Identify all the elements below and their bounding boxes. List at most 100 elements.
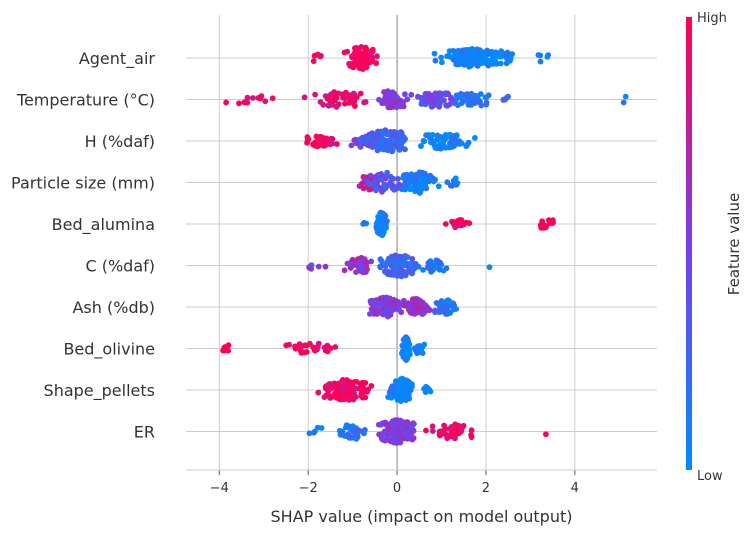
shap-point <box>351 379 358 385</box>
shap-point <box>417 304 424 311</box>
shap-point <box>395 254 401 261</box>
shap-point <box>432 309 438 316</box>
shap-point <box>362 380 369 386</box>
feature-label: H (%daf) <box>85 132 155 151</box>
shap-point <box>385 91 392 98</box>
shap-point <box>402 91 408 98</box>
shap-point <box>446 300 453 306</box>
shap-point <box>383 144 390 151</box>
shap-point <box>367 59 373 66</box>
shap-point <box>388 308 395 315</box>
shap-point <box>400 103 407 110</box>
shap-point <box>351 434 358 440</box>
shap-point <box>327 102 333 109</box>
shap-point <box>372 302 379 309</box>
x-axis-label: SHAP value (impact on model output) <box>271 507 573 526</box>
shap-point <box>475 50 481 57</box>
shap-point <box>338 384 345 390</box>
shap-point <box>484 47 490 54</box>
shap-point <box>396 306 402 313</box>
shap-point <box>392 266 399 273</box>
shap-point <box>361 430 367 437</box>
shap-point <box>507 55 514 62</box>
feature-label: Shape_pellets <box>44 381 155 401</box>
shap-point <box>390 258 397 265</box>
shap-point <box>429 428 436 434</box>
shap-point <box>397 439 404 446</box>
shap-point <box>435 300 442 307</box>
shap-point <box>486 264 493 271</box>
shap-point <box>463 219 470 226</box>
shap-point <box>376 133 383 140</box>
shap-point <box>429 423 436 430</box>
shap-point <box>382 269 389 275</box>
shap-point <box>368 138 374 145</box>
shap-point <box>318 52 324 59</box>
shap-point <box>468 427 475 434</box>
shap-point <box>442 221 449 227</box>
shap-point <box>328 91 334 98</box>
shap-point <box>447 131 453 138</box>
shap-point <box>244 94 251 101</box>
shap-point <box>379 139 385 146</box>
colorbar-high-label: High <box>697 11 727 26</box>
colorbar: High Low Feature value <box>686 11 743 484</box>
shap-point <box>500 96 507 103</box>
shap-point <box>448 424 455 430</box>
shap-point <box>423 427 429 434</box>
shap-point <box>346 100 352 106</box>
shap-point <box>444 435 451 442</box>
feature-label: Agent_air <box>79 49 156 69</box>
shap-point <box>351 391 357 398</box>
x-tick-label: 0 <box>393 481 401 496</box>
shap-point <box>341 396 348 403</box>
shap-point <box>361 219 367 226</box>
shap-point <box>540 222 546 229</box>
shap-point <box>497 60 504 67</box>
shap-point <box>379 230 386 237</box>
shap-point <box>435 183 442 190</box>
shap-point <box>422 389 429 395</box>
shap-point <box>503 60 510 67</box>
shap-point <box>306 430 313 437</box>
shap-point <box>390 421 397 428</box>
colorbar-title: Feature value <box>725 193 743 295</box>
shap-point <box>357 258 363 265</box>
shap-point <box>445 91 452 97</box>
shap-point <box>474 93 481 99</box>
shap-point <box>354 94 360 100</box>
shap-point <box>371 178 378 185</box>
shap-point <box>366 48 373 55</box>
feature-label: Temperature (°C) <box>16 91 155 110</box>
shap-point <box>468 432 474 438</box>
shap-point <box>365 386 371 393</box>
shap-point <box>312 91 318 98</box>
shap-point <box>395 417 401 424</box>
shap-point <box>402 253 409 260</box>
shap-point <box>451 137 457 143</box>
shap-point <box>455 217 461 224</box>
shap-point <box>384 258 391 265</box>
shap-point <box>462 55 469 62</box>
shap-point <box>426 97 433 103</box>
shap-point <box>321 135 328 142</box>
shap-point <box>501 51 508 58</box>
shap-point <box>464 97 471 104</box>
shap-point <box>339 388 346 395</box>
shap-point <box>407 303 414 310</box>
shap-point <box>408 91 415 98</box>
shap-point <box>378 435 385 441</box>
shap-point <box>241 99 248 106</box>
shap-point <box>357 262 364 269</box>
shap-point <box>379 311 386 317</box>
shap-point <box>381 182 388 189</box>
shap-point <box>387 179 394 186</box>
feature-label: Ash (%db) <box>72 298 155 317</box>
shap-point <box>548 219 555 226</box>
shap-point <box>374 221 381 228</box>
shap-point <box>450 143 456 150</box>
shap-point <box>421 184 427 191</box>
shap-point <box>360 185 367 192</box>
shap-point <box>420 267 426 273</box>
